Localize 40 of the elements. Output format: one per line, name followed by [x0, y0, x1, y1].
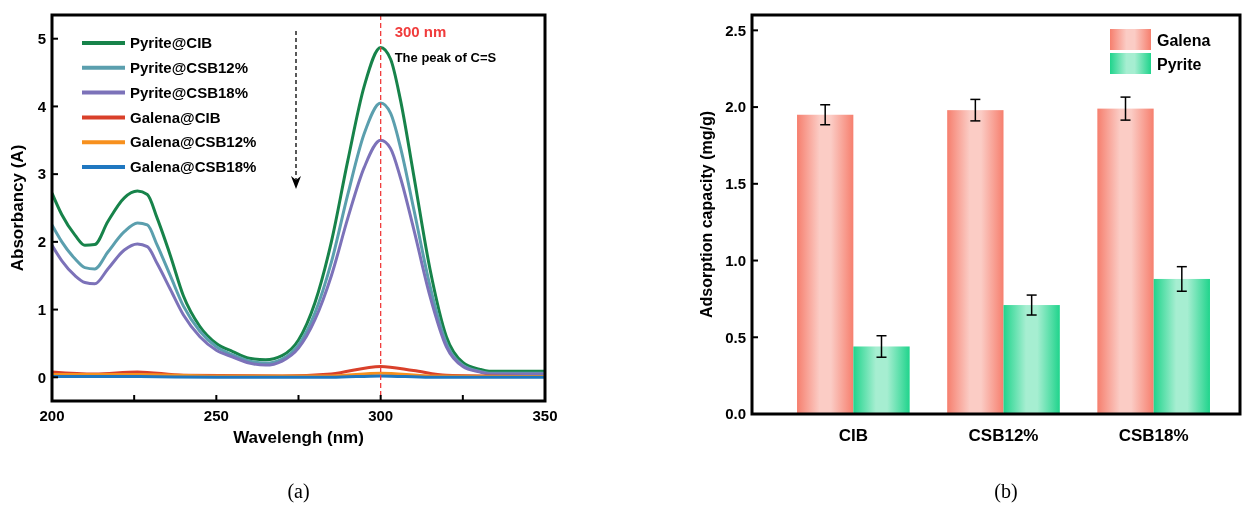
y-axis-title: Adsorption capacity (mg/g): [698, 110, 715, 319]
x-tick-label: CSB18%: [1118, 426, 1189, 445]
y-tick-label: 0.5: [725, 328, 746, 346]
y-tick-label: 2.0: [725, 98, 746, 116]
bar: [1003, 305, 1060, 414]
x-tick-label: 300: [368, 407, 394, 424]
bar: [797, 114, 854, 414]
x-tick-label: CIB: [838, 426, 868, 445]
y-tick-label: 2: [37, 233, 46, 251]
y-tick-label: 1: [37, 300, 46, 318]
y-tick-label: 0: [37, 368, 46, 386]
x-tick-label: 250: [203, 407, 229, 424]
legend-label: Galena@CIB: [130, 108, 221, 126]
legend-label: Galena: [1157, 31, 1211, 49]
legend-label: Pyrite@CSB12%: [130, 59, 249, 77]
legend-label: Pyrite@CIB: [130, 34, 213, 52]
y-tick-label: 2.5: [725, 21, 746, 39]
y-tick-label: 1.5: [725, 175, 746, 193]
y-tick-label: 3: [37, 165, 46, 183]
x-tick-label: CSB12%: [968, 426, 1039, 445]
annotation: The peak of C=S: [394, 49, 497, 65]
bar: [947, 110, 1004, 414]
text: (b): [994, 480, 1018, 503]
x-axis-title: Wavelengh (nm): [233, 428, 364, 447]
bar: [853, 346, 910, 414]
y-tick-label: 0.0: [725, 405, 746, 423]
legend-label: Galena@CSB18%: [130, 158, 257, 176]
bar: [1153, 278, 1210, 414]
text: (a): [287, 480, 310, 503]
ref-line-label: 300 nm: [394, 23, 447, 40]
x-tick-label: 200: [39, 407, 65, 424]
y-axis-title: Absorbancy (A): [8, 144, 27, 272]
x-tick-label: 350: [532, 407, 558, 424]
y-tick-label: 1.0: [725, 251, 746, 269]
y-tick-label: 4: [37, 97, 47, 115]
legend-label: Galena@CSB12%: [130, 133, 257, 151]
legend-label: Pyrite: [1157, 55, 1202, 73]
y-tick-label: 5: [37, 29, 46, 47]
bar: [1097, 108, 1154, 414]
legend-label: Pyrite@CSB18%: [130, 83, 249, 101]
